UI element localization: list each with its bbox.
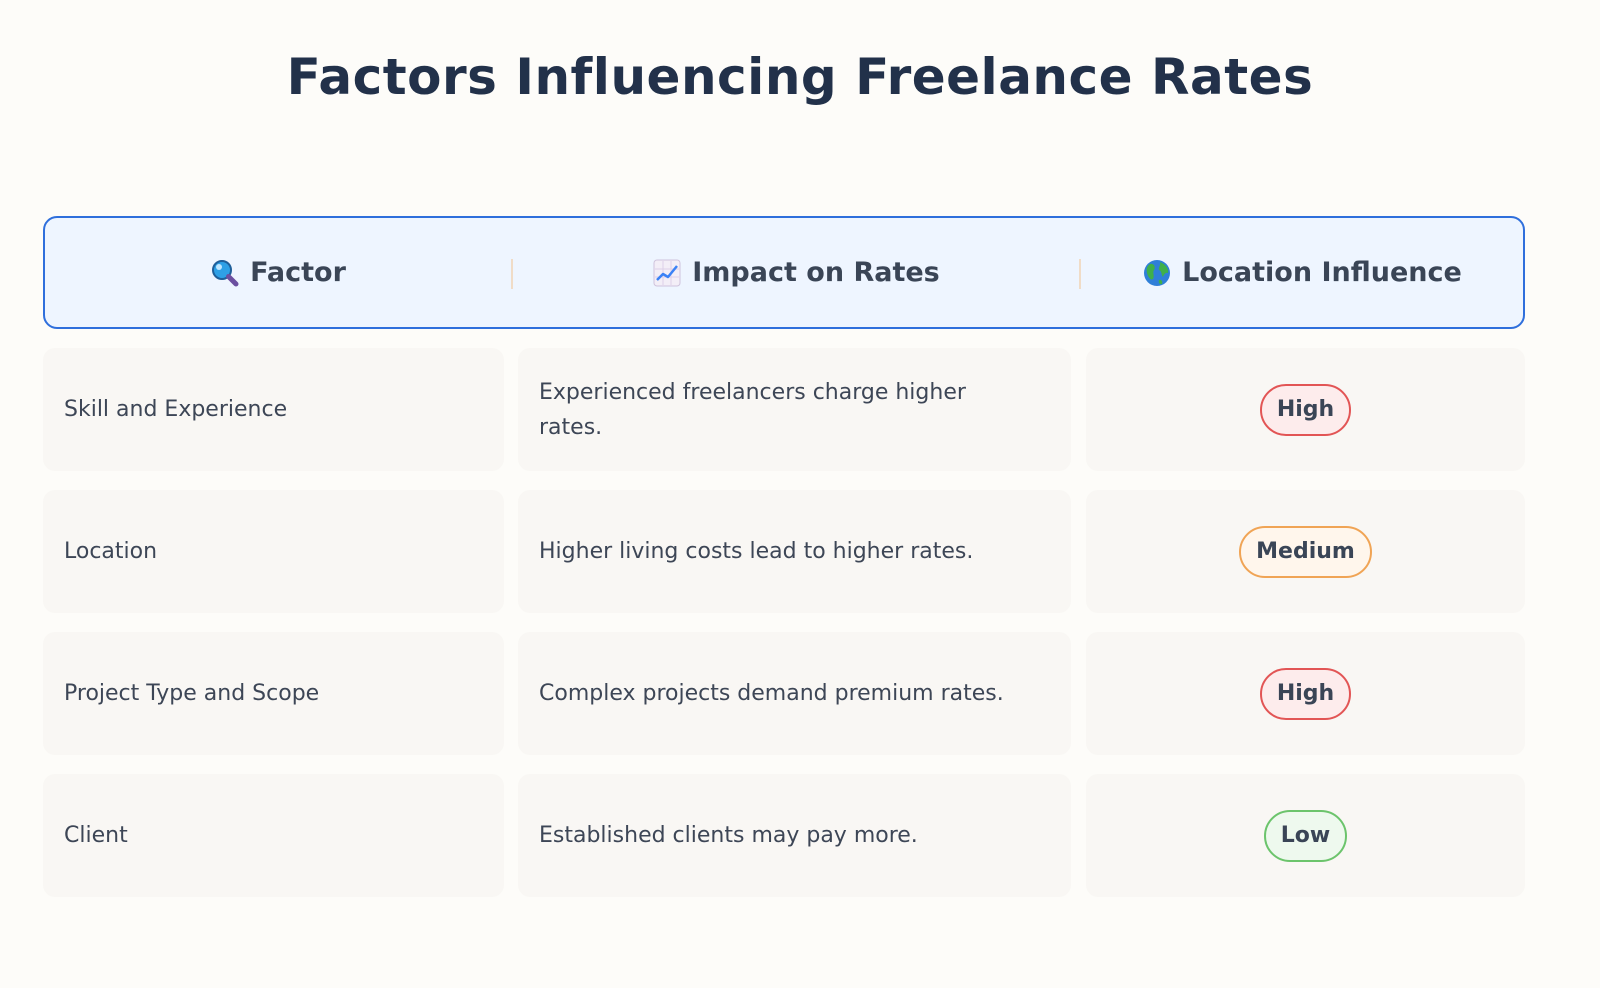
influence-badge: Low — [1263, 809, 1348, 862]
magnifier-icon — [210, 258, 240, 288]
table-cell-factor: Project Type and Scope — [43, 632, 504, 755]
table-cell-impact: Higher living costs lead to higher rates… — [518, 490, 1071, 613]
factor-text: Project Type and Scope — [64, 681, 320, 706]
table-cell-impact: Complex projects demand premium rates. — [518, 632, 1071, 755]
header-divider — [511, 259, 513, 289]
column-header-impact: Impact on Rates — [513, 218, 1079, 327]
factor-text: Client — [64, 823, 128, 848]
table-cell-influence: Low — [1086, 774, 1525, 897]
globe-icon — [1142, 258, 1172, 288]
column-header-label: Impact on Rates — [692, 257, 940, 288]
table-cell-impact: Established clients may pay more. — [518, 774, 1071, 897]
chart-increasing-icon — [652, 258, 682, 288]
table-header: Factor Impact on Rates — [43, 216, 1525, 329]
column-header-factor: Factor — [45, 218, 511, 327]
impact-text: Higher living costs lead to higher rates… — [539, 539, 974, 564]
header-divider — [1079, 259, 1081, 289]
column-header-location-influence: Location Influence — [1081, 218, 1523, 327]
table-cell-factor: Client — [43, 774, 504, 897]
influence-badge: Medium — [1239, 525, 1372, 578]
influence-badge: High — [1259, 667, 1352, 720]
impact-text: Complex projects demand premium rates. — [539, 681, 1004, 706]
impact-text: Experienced freelancers charge higher ra… — [539, 379, 966, 440]
table-cell-impact: Experienced freelancers charge higher ra… — [518, 348, 1071, 471]
factor-text: Location — [64, 539, 158, 564]
table-cell-factor: Location — [43, 490, 504, 613]
column-header-label: Location Influence — [1182, 257, 1462, 288]
factor-text: Skill and Experience — [64, 397, 288, 422]
column-header-label: Factor — [250, 257, 346, 288]
page-title: Factors Influencing Freelance Rates — [286, 48, 1314, 106]
table-cell-influence: High — [1086, 632, 1525, 755]
influence-badge: High — [1259, 383, 1352, 436]
table-cell-influence: High — [1086, 348, 1525, 471]
impact-text: Established clients may pay more. — [539, 823, 918, 848]
table-cell-influence: Medium — [1086, 490, 1525, 613]
table-cell-factor: Skill and Experience — [43, 348, 504, 471]
